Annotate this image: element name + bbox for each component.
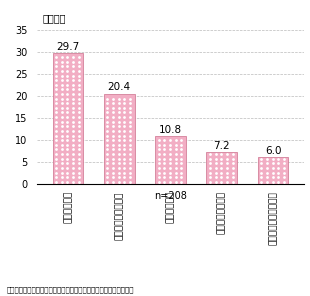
- Bar: [258, 157, 288, 184]
- Text: 資料）国土交通省「「地域ストック」の豊かさに関する意識調査」: 資料）国土交通省「「地域ストック」の豊かさに関する意識調査」: [6, 287, 134, 293]
- Text: 20.4: 20.4: [108, 83, 131, 92]
- Text: n=208: n=208: [154, 191, 187, 201]
- Text: 10.8: 10.8: [159, 125, 182, 135]
- Text: （万円）: （万円）: [42, 13, 66, 23]
- Text: 6.0: 6.0: [265, 146, 281, 156]
- Text: 7.2: 7.2: [214, 141, 230, 151]
- Text: 29.7: 29.7: [56, 42, 80, 52]
- Bar: [53, 53, 83, 184]
- Bar: [155, 136, 186, 184]
- Bar: [206, 152, 237, 184]
- Bar: [104, 94, 135, 184]
